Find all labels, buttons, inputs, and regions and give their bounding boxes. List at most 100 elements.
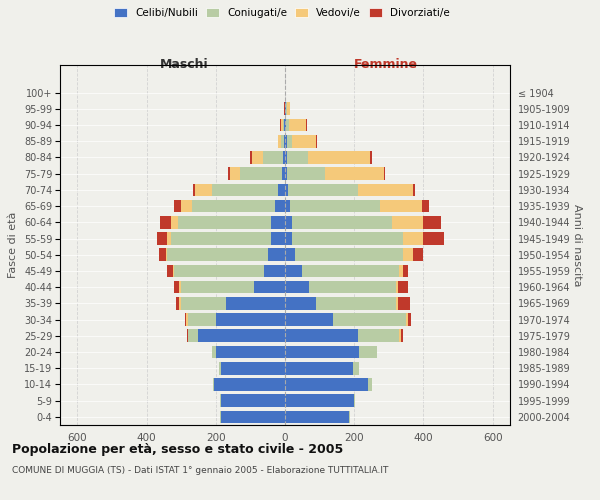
Bar <box>285 102 286 115</box>
Bar <box>221 394 285 407</box>
Bar <box>187 330 188 342</box>
Bar <box>292 135 316 147</box>
Bar <box>408 314 412 326</box>
Bar <box>289 118 306 132</box>
Bar <box>171 232 271 245</box>
Bar <box>284 135 285 147</box>
Bar <box>302 264 399 278</box>
Bar <box>228 168 230 180</box>
Bar <box>349 410 350 423</box>
Bar <box>398 297 410 310</box>
Bar <box>287 168 325 180</box>
Bar <box>157 232 167 245</box>
Bar <box>403 248 413 261</box>
Bar <box>316 135 317 147</box>
Bar <box>401 330 403 342</box>
Bar <box>285 297 316 310</box>
Bar <box>308 151 370 164</box>
Bar <box>199 330 285 342</box>
Bar <box>250 151 252 164</box>
Bar <box>176 297 179 310</box>
Bar <box>306 118 307 132</box>
Bar <box>399 264 403 278</box>
Bar <box>173 264 174 278</box>
Bar <box>214 378 285 391</box>
Legend: Celibi/Nubili, Coniugati/e, Vedovi/e, Divorziati/e: Celibi/Nubili, Coniugati/e, Vedovi/e, Di… <box>114 8 450 18</box>
Bar <box>283 118 284 132</box>
Bar <box>275 200 285 212</box>
Bar <box>292 216 392 228</box>
Bar <box>174 200 181 212</box>
Bar <box>283 151 285 164</box>
Bar <box>354 394 355 407</box>
Bar <box>284 118 285 132</box>
Bar <box>187 314 188 326</box>
Bar <box>221 410 285 423</box>
Bar <box>285 330 358 342</box>
Bar <box>220 394 221 407</box>
Bar <box>230 168 240 180</box>
Bar <box>216 314 285 326</box>
Bar <box>380 200 422 212</box>
Bar <box>271 216 285 228</box>
Bar <box>226 297 285 310</box>
Bar <box>286 102 287 115</box>
Bar <box>240 168 281 180</box>
Bar <box>268 248 285 261</box>
Bar <box>359 346 377 358</box>
Text: Popolazione per età, sesso e stato civile - 2005: Popolazione per età, sesso e stato civil… <box>12 442 343 456</box>
Bar <box>358 184 413 196</box>
Text: Maschi: Maschi <box>160 58 208 70</box>
Bar <box>263 151 283 164</box>
Bar <box>220 410 221 423</box>
Bar <box>264 264 285 278</box>
Bar <box>167 264 173 278</box>
Bar <box>181 200 191 212</box>
Bar <box>325 168 383 180</box>
Bar <box>218 362 219 374</box>
Bar <box>281 168 285 180</box>
Bar <box>309 281 396 293</box>
Bar <box>424 232 444 245</box>
Bar <box>185 314 187 326</box>
Bar <box>174 264 264 278</box>
Bar <box>398 281 408 293</box>
Bar <box>285 248 295 261</box>
Bar <box>212 184 278 196</box>
Text: COMUNE DI MUGGIA (TS) - Dati ISTAT 1° gennaio 2005 - Elaborazione TUTTITALIA.IT: COMUNE DI MUGGIA (TS) - Dati ISTAT 1° ge… <box>12 466 388 475</box>
Bar <box>316 297 396 310</box>
Bar <box>188 330 199 342</box>
Bar <box>424 216 441 228</box>
Bar <box>188 314 216 326</box>
Bar <box>422 200 428 212</box>
Bar <box>383 168 385 180</box>
Bar <box>285 232 292 245</box>
Bar <box>174 281 179 293</box>
Bar <box>403 232 424 245</box>
Bar <box>281 118 283 132</box>
Bar <box>285 264 302 278</box>
Bar <box>368 378 371 391</box>
Bar <box>392 216 424 228</box>
Bar <box>219 362 221 374</box>
Bar <box>396 281 398 293</box>
Bar <box>167 232 171 245</box>
Bar <box>271 232 285 245</box>
Bar <box>413 248 424 261</box>
Bar <box>295 248 403 261</box>
Bar <box>212 346 216 358</box>
Bar <box>287 151 308 164</box>
Y-axis label: Fasce di età: Fasce di età <box>8 212 19 278</box>
Bar <box>285 216 292 228</box>
Bar <box>179 281 181 293</box>
Bar <box>358 330 399 342</box>
Bar <box>285 362 353 374</box>
Bar <box>399 330 401 342</box>
Bar <box>353 362 359 374</box>
Bar <box>289 184 358 196</box>
Bar <box>195 184 212 196</box>
Bar <box>285 378 368 391</box>
Bar <box>285 118 286 132</box>
Bar <box>254 281 285 293</box>
Bar <box>287 102 290 115</box>
